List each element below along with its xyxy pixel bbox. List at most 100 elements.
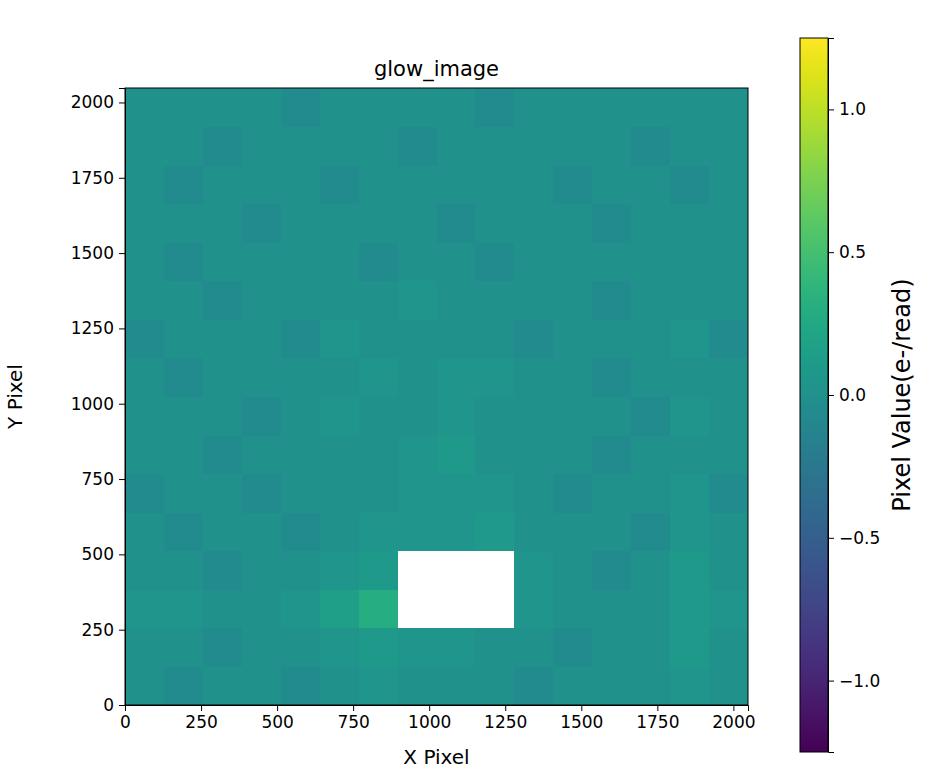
heatmap-cell [164,281,203,320]
heatmap-cell [514,512,553,551]
heatmap-cell [437,628,476,667]
heatmap-cell [514,281,553,320]
colorbar-tick-label: 1.0 [839,99,866,119]
heatmap-cell [398,281,437,320]
heatmap-cell [125,474,164,513]
y-axis-tick-label: 1500 [71,243,114,263]
x-axis-title: X Pixel [403,745,469,769]
y-axis-tick-mark [119,328,125,329]
heatmap-cell [631,88,670,127]
heatmap-cell [475,88,514,127]
colorbar-tick-mark [828,538,834,539]
heatmap-cell [125,397,164,436]
heatmap-cell [281,589,320,628]
heatmap-cell [125,319,164,358]
heatmap-cell [359,127,398,166]
chart: 0250500750100012501500175020000250500750… [0,0,951,781]
heatmap-cell [670,589,709,628]
heatmap-cell [670,551,709,590]
heatmap-cell [125,589,164,628]
heatmap-cell [709,242,748,281]
x-axis-tick-mark [581,705,582,711]
heatmap-cell [709,204,748,243]
heatmap-cell [553,204,592,243]
x-axis-tick-mark [353,705,354,711]
x-axis-tick: 1000 [408,705,451,732]
heatmap-cell [281,435,320,474]
heatmap-cell [553,435,592,474]
heatmap-cell [203,512,242,551]
heatmap-cell [281,551,320,590]
heatmap-cell [164,165,203,204]
y-axis-tick-label: 2000 [71,92,114,112]
colorbar-tick-label: −0.5 [839,528,880,548]
heatmap-cell [553,319,592,358]
heatmap-cell [631,319,670,358]
x-axis-tick-mark [277,705,278,711]
heatmap-cell [242,589,281,628]
heatmap-cell [670,474,709,513]
heatmap-cell [475,666,514,705]
heatmap-cell [592,589,631,628]
heatmap-cell [709,435,748,474]
heatmap-cell [398,165,437,204]
x-axis-tick-mark [429,705,430,711]
heatmap-cell [475,435,514,474]
x-axis-tick-mark [201,705,202,711]
colorbar [800,38,828,752]
heatmap-cell [398,628,437,667]
heatmap-cell [281,397,320,436]
heatmap-cell [203,127,242,166]
heatmap-cell [553,666,592,705]
heatmap-cell [475,281,514,320]
heatmap-cell [281,127,320,166]
heatmap-cell [242,242,281,281]
y-axis-tick: 500 [82,544,125,564]
colorbar-tick-label: 0.5 [839,242,866,262]
y-axis-tick-label: 1750 [71,168,114,188]
heatmap-cell [398,242,437,281]
heatmap-cell [553,474,592,513]
y-axis-tick: 1500 [71,243,125,263]
x-axis-tick-mark [505,705,506,711]
y-axis-tick: 0 [103,695,125,715]
x-axis-tick: 1250 [484,705,527,732]
heatmap-cell [475,242,514,281]
y-axis-tick-label: 250 [82,620,114,640]
heatmap-cell [359,242,398,281]
heatmap-cell [670,512,709,551]
heatmap-cell [203,204,242,243]
x-axis-tick-mark [733,705,734,711]
heatmap-cell [592,435,631,474]
heatmap-cell [437,319,476,358]
heatmap-cell [320,551,359,590]
heatmap-cell [203,242,242,281]
heatmap-cell [709,474,748,513]
heatmap-cell [242,551,281,590]
x-axis-tick: 500 [261,705,293,732]
heatmap-cell [164,242,203,281]
heatmap-cell [203,435,242,474]
heatmap-cell [553,281,592,320]
heatmap-cell [242,204,281,243]
heatmap-cell [592,551,631,590]
heatmap-cell [553,242,592,281]
heatmap-cell [203,474,242,513]
plot-frame [125,88,748,705]
heatmap-cell [437,242,476,281]
heatmap-cell [164,88,203,127]
heatmap-cell [398,88,437,127]
heatmap-cell [709,397,748,436]
heatmap-cell [475,319,514,358]
heatmap-cell [670,319,709,358]
heatmap-cell [359,628,398,667]
heatmap-cell [320,319,359,358]
heatmap-cell [514,204,553,243]
heatmap-cell [242,319,281,358]
heatmap-cell [242,165,281,204]
heatmap-cell [514,358,553,397]
y-axis-tick-mark [119,479,125,480]
heatmap-cell [281,88,320,127]
heatmap-cell [670,204,709,243]
heatmap-cell [281,628,320,667]
